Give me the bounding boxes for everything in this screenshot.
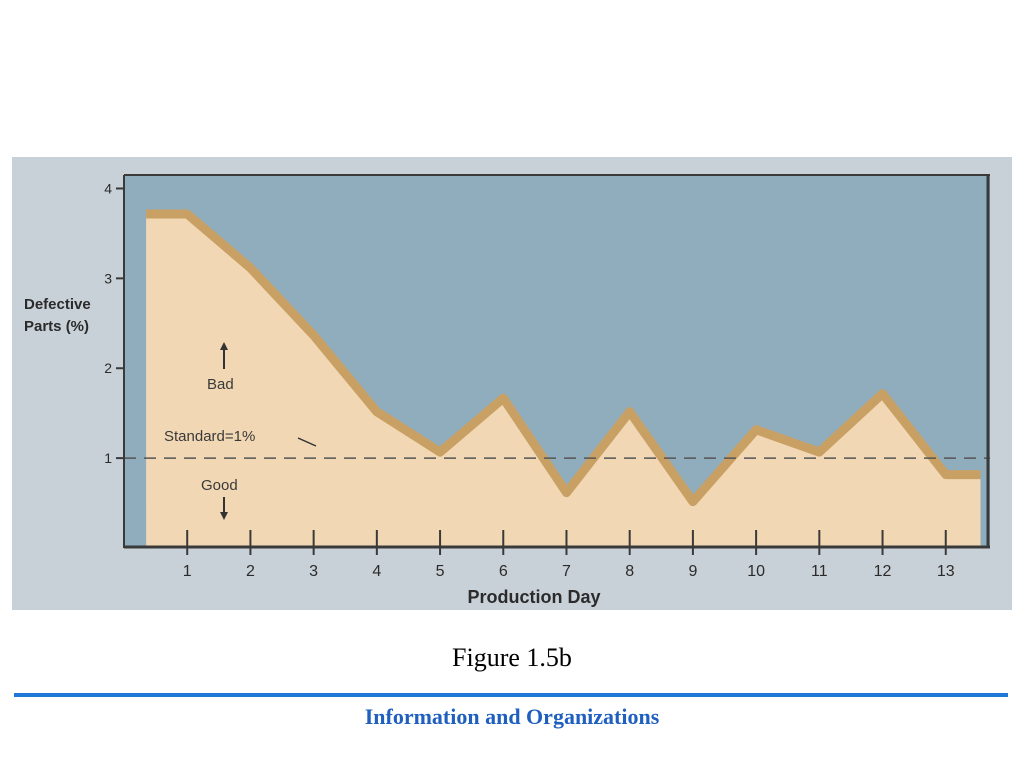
data-point-day-10 xyxy=(754,425,758,429)
good-annotation: Good xyxy=(201,477,238,494)
x-tick-label-12: 12 xyxy=(874,563,892,580)
figure-caption: Figure 1.5b xyxy=(452,643,572,672)
x-tick-label-6: 6 xyxy=(499,563,508,580)
good-arrowhead-icon xyxy=(220,512,228,520)
defect-area-edge xyxy=(146,209,981,507)
data-point-day-8 xyxy=(628,407,632,411)
footer-title: Information and Organizations xyxy=(364,704,660,729)
x-tick-label-7: 7 xyxy=(562,563,571,580)
x-tick-label-3: 3 xyxy=(309,563,318,580)
data-point-day-1 xyxy=(185,209,189,213)
standard-annotation: Standard=1% xyxy=(164,428,255,445)
y-tick-label-3: 3 xyxy=(104,270,112,286)
data-point-day-13 xyxy=(944,470,948,474)
x-axis-title: Production Day xyxy=(467,587,600,607)
x-tick-label-5: 5 xyxy=(436,563,445,580)
x-tick-label-13: 13 xyxy=(937,563,955,580)
data-point-day-12 xyxy=(881,389,884,393)
data-point-day-11 xyxy=(817,447,821,451)
data-point-day-5 xyxy=(438,447,442,451)
y-axis-title-line-2: Parts (%) xyxy=(24,318,89,335)
data-point-day-2 xyxy=(248,263,252,267)
standard-pointer-icon xyxy=(297,437,317,447)
y-tick-label-4: 4 xyxy=(104,180,112,196)
x-tick-label-4: 4 xyxy=(372,563,381,580)
data-point-day-4 xyxy=(375,407,379,411)
x-tick-label-11: 11 xyxy=(811,563,828,580)
data-point-day-6 xyxy=(501,393,505,397)
y-axis-title-line-1: Defective xyxy=(24,296,91,313)
x-tick-label-2: 2 xyxy=(246,563,255,580)
defect-rate-area xyxy=(146,209,981,548)
x-tick-label-8: 8 xyxy=(625,563,634,580)
data-point-day-7 xyxy=(565,488,568,492)
y-tick-label-2: 2 xyxy=(104,360,112,376)
bad-annotation: Bad xyxy=(207,376,234,393)
bad-arrowhead-icon xyxy=(220,342,228,350)
data-point-day-3 xyxy=(312,330,316,334)
footer-divider xyxy=(14,693,1008,697)
x-tick-label-10: 10 xyxy=(747,563,765,580)
x-axis-ticks: 1 2 3 4 5 6 7 8 9 10 11 12 13 xyxy=(183,530,955,580)
x-tick-label-1: 1 xyxy=(183,563,192,580)
y-tick-label-1: 1 xyxy=(104,450,112,466)
y-axis-ticks: 1 2 3 4 xyxy=(104,180,124,466)
data-point-day-9 xyxy=(691,497,695,501)
defect-area-fill xyxy=(146,211,981,548)
x-tick-label-9: 9 xyxy=(688,563,697,580)
